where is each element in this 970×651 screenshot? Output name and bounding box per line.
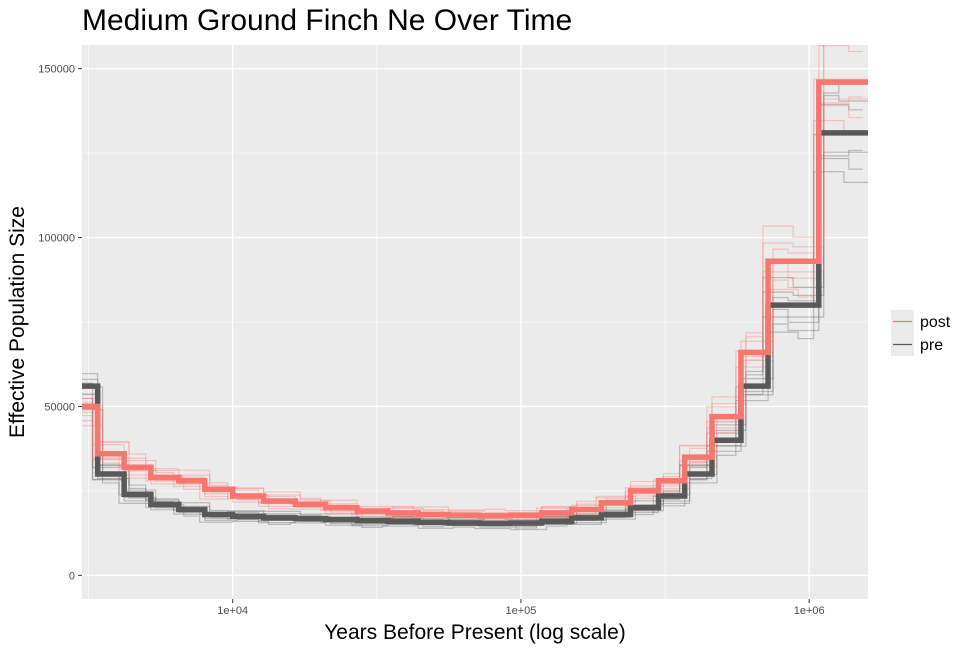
y-tick-label: 0: [69, 570, 75, 582]
x-axis: 1e+04 1e+05 1e+06: [217, 599, 825, 617]
y-tick-label: 50000: [44, 401, 75, 413]
y-axis-title: Effective Population Size: [6, 206, 29, 438]
x-tick-label: 1e+05: [505, 605, 536, 617]
legend-label-post: post: [920, 314, 951, 331]
post-replicate-line: [82, 45, 825, 514]
x-tick-label: 1e+06: [794, 605, 825, 617]
y-axis: 0 50000 100000 150000: [38, 64, 82, 582]
series-layer: [82, 45, 868, 531]
post-replicate-line: [82, 120, 868, 523]
pre-series-line: [82, 130, 868, 527]
x-tick-label: 1e+04: [217, 605, 248, 617]
legend-label-pre: pre: [920, 337, 943, 354]
chart-title: Medium Ground Finch Ne Over Time: [82, 4, 572, 37]
y-tick-label: 100000: [38, 233, 75, 245]
y-tick-label: 150000: [38, 64, 75, 76]
pre-replicate-line: [82, 171, 868, 531]
post-replicate-line: [82, 45, 825, 512]
x-axis-title: Years Before Present (log scale): [324, 621, 626, 644]
grid-major: [82, 45, 868, 599]
legend: post pre: [891, 310, 951, 356]
post-series-line: [82, 79, 868, 519]
